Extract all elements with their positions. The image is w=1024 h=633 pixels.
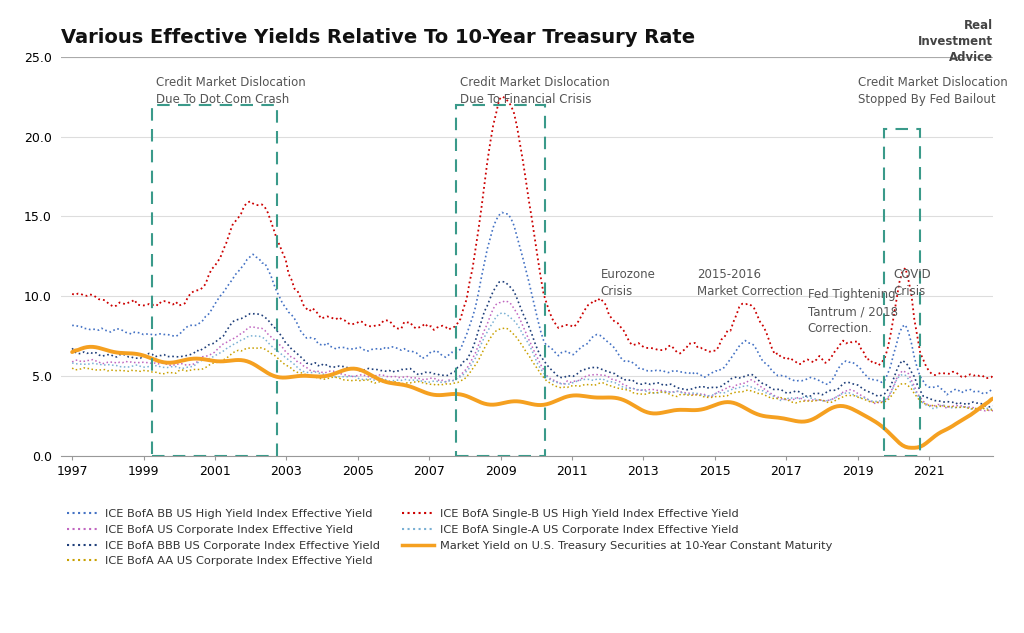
Legend: ICE BofA BB US High Yield Index Effective Yield, ICE BofA US Corporate Index Eff: ICE BofA BB US High Yield Index Effectiv… (68, 510, 833, 567)
Text: COVID
Crisis: COVID Crisis (893, 268, 931, 298)
Text: Various Effective Yields Relative To 10-Year Treasury Rate: Various Effective Yields Relative To 10-… (61, 28, 695, 47)
Text: Credit Market Dislocation
Due To Dot.Com Crash: Credit Market Dislocation Due To Dot.Com… (156, 76, 306, 106)
Text: 2015-2016
Market Correction: 2015-2016 Market Correction (697, 268, 803, 298)
Bar (153, 105, 278, 456)
Text: Credit Market Dislocation
Due To Financial Crisis: Credit Market Dislocation Due To Financi… (460, 76, 609, 106)
Text: Credit Market Dislocation
Stopped By Fed Bailout: Credit Market Dislocation Stopped By Fed… (858, 76, 1008, 106)
Text: Eurozone
Crisis: Eurozone Crisis (600, 268, 655, 298)
Bar (885, 128, 921, 456)
Bar (456, 105, 545, 456)
Text: Real
Investment
Advice: Real Investment Advice (919, 19, 993, 64)
Text: Fed Tightening
Tantrum / 2018
Correction.: Fed Tightening Tantrum / 2018 Correction… (808, 288, 898, 335)
